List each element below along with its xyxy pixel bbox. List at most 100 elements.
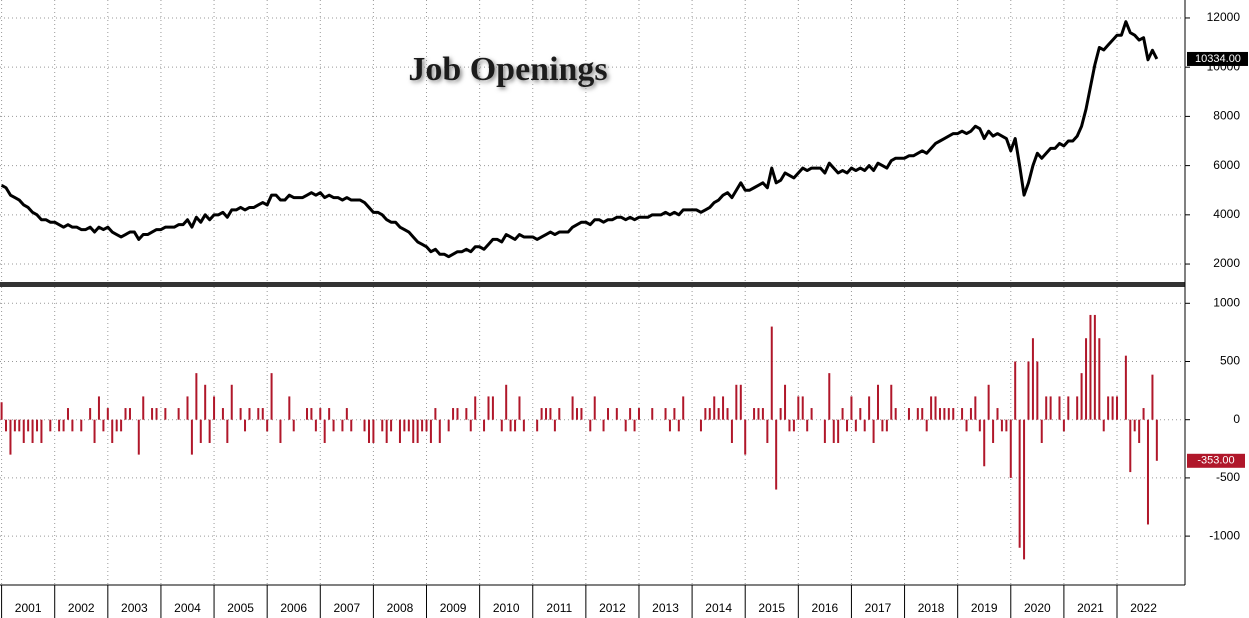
bar xyxy=(332,419,335,432)
x-tick-label: 2011 xyxy=(546,601,572,615)
bar xyxy=(571,396,574,420)
bar xyxy=(137,419,140,455)
bar xyxy=(828,373,831,420)
bar xyxy=(487,396,490,420)
x-tick-label: 2007 xyxy=(333,601,360,615)
bar xyxy=(142,396,145,420)
bar xyxy=(996,408,999,420)
bar xyxy=(846,419,849,432)
bar xyxy=(155,408,158,420)
bar xyxy=(1085,338,1088,420)
y-tick-label: 6000 xyxy=(1213,158,1240,172)
bar xyxy=(491,396,494,420)
bar xyxy=(270,373,273,420)
bar xyxy=(522,419,525,432)
bar xyxy=(279,419,282,443)
x-tick-label: 2020 xyxy=(1024,601,1051,615)
bar xyxy=(49,419,52,432)
bar xyxy=(71,419,74,432)
bar xyxy=(930,396,933,420)
bar xyxy=(1089,314,1092,420)
bar xyxy=(978,419,981,432)
bar xyxy=(483,419,486,432)
bar xyxy=(36,419,39,432)
bar xyxy=(124,408,127,420)
x-tick-label: 2005 xyxy=(227,601,254,615)
bar xyxy=(385,419,388,443)
bar xyxy=(195,373,198,420)
series-line xyxy=(0,20,1159,259)
bar xyxy=(248,408,251,420)
bar xyxy=(177,408,180,420)
bar xyxy=(412,419,415,443)
panel-divider xyxy=(0,282,1185,287)
bar xyxy=(766,419,769,443)
x-tick-label: 2004 xyxy=(174,601,201,615)
bar xyxy=(797,396,800,420)
bar xyxy=(363,419,366,432)
bar xyxy=(779,408,782,420)
grid xyxy=(0,0,1185,585)
bar xyxy=(226,419,229,443)
bar xyxy=(58,419,61,432)
y-tick-label: 8000 xyxy=(1213,109,1240,123)
bar xyxy=(341,419,344,432)
bar xyxy=(885,419,888,432)
bar xyxy=(345,408,348,420)
bar xyxy=(629,408,632,420)
bar xyxy=(823,419,826,443)
bar xyxy=(761,408,764,420)
bar xyxy=(1036,361,1039,420)
x-tick-label: 2009 xyxy=(440,601,467,615)
bar xyxy=(9,419,12,455)
bar xyxy=(722,396,725,420)
bar xyxy=(744,419,747,455)
bar xyxy=(151,408,154,420)
bar xyxy=(18,419,21,432)
bar xyxy=(872,419,875,443)
bar xyxy=(792,419,795,432)
bar xyxy=(682,396,685,420)
bar xyxy=(1014,361,1017,420)
bar xyxy=(447,419,450,432)
bar xyxy=(323,419,326,443)
bar xyxy=(1138,419,1141,443)
bar xyxy=(518,396,521,420)
bar xyxy=(806,419,809,432)
bar xyxy=(93,419,96,443)
bar xyxy=(881,419,884,432)
bar xyxy=(190,419,193,455)
bar xyxy=(717,408,720,420)
bar xyxy=(106,408,109,420)
bar xyxy=(677,419,680,432)
bar xyxy=(1155,419,1158,461)
bar xyxy=(938,408,941,420)
x-tick-label: 2002 xyxy=(68,601,95,615)
bar xyxy=(350,419,353,432)
bar xyxy=(199,419,202,443)
x-tick-label: 2006 xyxy=(280,601,307,615)
bar xyxy=(739,384,742,420)
bar xyxy=(1049,396,1052,420)
bar xyxy=(1009,419,1012,478)
bar xyxy=(850,396,853,420)
bar xyxy=(1107,396,1110,420)
bar xyxy=(314,419,317,432)
bar xyxy=(699,419,702,432)
bar xyxy=(425,419,428,432)
bar xyxy=(1040,419,1043,443)
bar xyxy=(403,419,406,432)
bar xyxy=(27,419,30,432)
bar xyxy=(204,384,207,420)
bar xyxy=(1111,396,1114,420)
bar xyxy=(13,419,16,432)
bar xyxy=(416,419,419,443)
bar xyxy=(637,408,640,420)
bar xyxy=(1146,419,1149,525)
bar xyxy=(801,396,804,420)
x-tick-label: 2013 xyxy=(652,601,679,615)
bar xyxy=(288,396,291,420)
bar xyxy=(429,419,432,443)
bar xyxy=(965,419,968,432)
bar xyxy=(553,419,556,432)
